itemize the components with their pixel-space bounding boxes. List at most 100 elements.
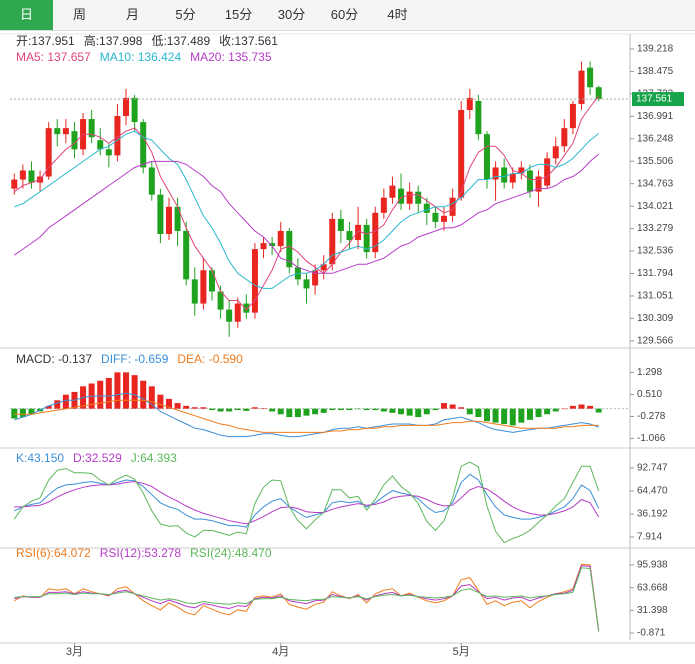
candle-body: [569, 103, 576, 129]
last-price-tag: [632, 92, 684, 107]
candle-body: [535, 176, 542, 192]
legend-label: D:32.529: [73, 451, 122, 465]
candle-body: [277, 230, 284, 247]
macd-bar: [183, 405, 190, 409]
macd-bar: [441, 403, 448, 409]
candle-body: [380, 197, 387, 213]
candle-body: [251, 249, 258, 313]
legend-label: J:64.393: [131, 451, 177, 465]
y-tick-label: 129.566: [637, 336, 674, 347]
macd-bar: [174, 403, 181, 409]
y-tick-label: 36.192: [637, 509, 668, 520]
candle-body: [226, 309, 233, 322]
y-tick-label: 130.309: [637, 313, 674, 324]
macd-bar: [449, 404, 456, 409]
y-tick-label: 136.248: [637, 133, 674, 144]
macd-bar: [303, 408, 310, 416]
candle-body: [234, 303, 241, 322]
candle-body: [492, 167, 499, 180]
candle-body: [337, 218, 344, 231]
legend-label: 收:137.561: [219, 34, 278, 48]
period-tab[interactable]: 月: [125, 7, 139, 22]
macd-bar: [544, 408, 551, 415]
y-tick-label: 132.536: [637, 246, 674, 257]
candle-body: [329, 218, 336, 265]
candle-body: [174, 206, 181, 231]
macd-bar: [45, 405, 52, 409]
candle-body: [441, 215, 448, 222]
y-tick-label: 64.470: [637, 486, 668, 497]
period-tab[interactable]: 周: [72, 7, 86, 22]
period-tab[interactable]: 日: [0, 0, 53, 30]
macd-bar: [561, 408, 568, 410]
period-tab[interactable]: 4时: [387, 7, 408, 22]
indicator-line: [14, 481, 600, 525]
macd-bar: [509, 408, 516, 426]
macd-bar: [337, 408, 344, 411]
candle-body: [11, 179, 18, 189]
macd-bar: [217, 408, 224, 412]
candle-body: [372, 212, 379, 253]
y-tick-label: 92.747: [637, 463, 668, 474]
macd-bar: [105, 377, 112, 409]
macd-bar: [535, 408, 542, 418]
candle-body: [561, 128, 568, 147]
macd-bar: [329, 408, 336, 411]
candle-body: [183, 230, 190, 280]
macd-bar: [372, 408, 379, 411]
candle-body: [260, 243, 267, 250]
period-tab[interactable]: 30分: [277, 7, 306, 22]
macd-bar: [62, 394, 69, 409]
candle-body: [432, 212, 439, 222]
period-tab[interactable]: 5分: [175, 7, 196, 22]
macd-bar: [432, 408, 439, 411]
legend-label: RSI(12):53.278: [100, 546, 182, 560]
period-tab[interactable]: 60分: [330, 7, 359, 22]
legend-label: MA5: 137.657: [16, 50, 91, 64]
candle-body: [552, 146, 559, 159]
legend-label: 开:137.951: [16, 34, 75, 48]
macd-bar: [406, 408, 413, 416]
period-tab[interactable]: 15分: [224, 7, 253, 22]
y-tick-label: 133.279: [637, 223, 674, 234]
candle-body: [165, 206, 172, 234]
candle-body: [458, 109, 465, 198]
candle-body: [243, 303, 250, 313]
macd-bar: [148, 386, 155, 409]
candle-body: [406, 191, 413, 204]
y-tick-label: 31.398: [637, 605, 668, 616]
macd-bar: [54, 400, 61, 409]
legend-label: MA20: 135.735: [190, 50, 272, 64]
macd-bar: [398, 408, 405, 415]
macd-bar: [466, 408, 473, 415]
candle-body: [312, 270, 319, 286]
macd-bar: [11, 408, 18, 419]
candle-body: [191, 279, 198, 304]
candle-body: [509, 173, 516, 183]
y-tick-label: -1.066: [637, 433, 666, 444]
y-tick-label: 134.763: [637, 178, 674, 189]
candle-body: [320, 264, 327, 271]
candle-body: [544, 158, 551, 186]
candle-body: [54, 128, 61, 135]
x-tick-label: 4月: [272, 646, 289, 658]
candle-body: [140, 122, 147, 168]
macd-bar: [165, 398, 172, 409]
candle-body: [346, 230, 353, 241]
macd-bar: [518, 408, 525, 423]
macd-bar: [483, 408, 490, 422]
legend-label: 高:137.998: [84, 33, 143, 48]
macd-bar: [389, 408, 396, 413]
candle-body: [208, 270, 215, 292]
y-tick-label: 131.794: [637, 268, 674, 279]
candle-body: [363, 224, 370, 253]
period-tabs: 日 周 月 5分 15分 30分 60分 4时: [0, 0, 695, 31]
macd-bar: [458, 407, 465, 409]
legend-label: RSI(6):64.072: [16, 546, 91, 560]
candle-body: [303, 279, 310, 289]
legend-label: DIFF: -0.659: [101, 352, 169, 366]
macd-bar: [380, 408, 387, 412]
last-price-label: 137.561: [636, 94, 673, 105]
candle-body: [415, 191, 422, 204]
